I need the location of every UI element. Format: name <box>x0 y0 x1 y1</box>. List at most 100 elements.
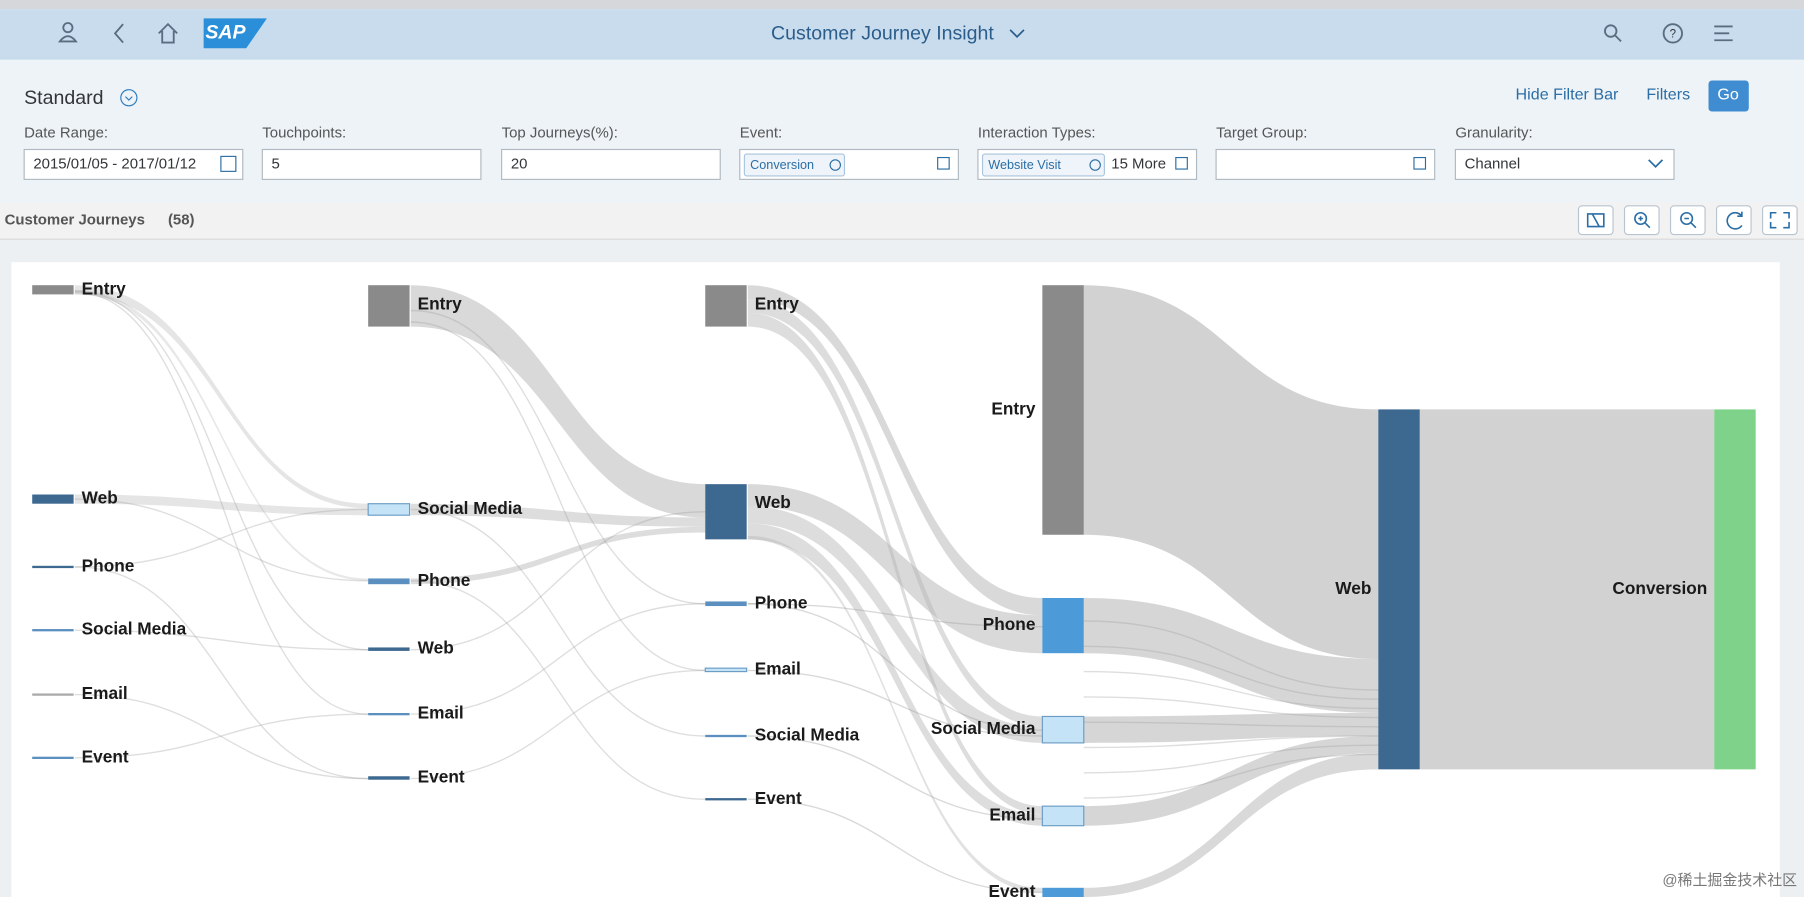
sankey-node[interactable] <box>1041 715 1085 744</box>
sankey-node[interactable] <box>705 484 747 540</box>
app-title[interactable]: Customer Journey Insight <box>771 23 994 45</box>
reset-button[interactable] <box>1715 205 1752 236</box>
sankey-node[interactable] <box>1042 887 1084 897</box>
sankey-link <box>747 523 1043 826</box>
sankey-node[interactable] <box>705 798 747 801</box>
zoom-out-button[interactable] <box>1669 205 1706 236</box>
watermark: @稀土掘金技术社区 <box>1662 872 1797 889</box>
sankey-link <box>1083 713 1379 743</box>
sankey-link <box>410 503 706 527</box>
token-remove[interactable] <box>829 159 842 171</box>
sankey-node[interactable] <box>32 693 74 696</box>
sankey-node[interactable] <box>1042 285 1084 535</box>
sankey-node[interactable] <box>32 756 74 759</box>
zoom-in-plus <box>1638 216 1651 229</box>
sankey-link <box>1083 753 1379 897</box>
sankey-link-thin <box>1083 620 1379 691</box>
fullscreen-button[interactable] <box>1762 205 1798 236</box>
sankey-node[interactable] <box>1378 409 1420 770</box>
sankey-link-thin <box>1083 721 1379 728</box>
value-help-icon[interactable] <box>937 156 950 170</box>
token-text: Conversion <box>750 158 814 172</box>
sankey-node[interactable] <box>368 647 410 651</box>
field-label: Touchpoints: <box>262 124 346 141</box>
sankey-node-label: Web <box>1335 578 1371 598</box>
calendar-icon[interactable] <box>220 155 237 172</box>
token-more[interactable]: 15 More <box>1111 155 1166 172</box>
sankey-node-label: Email <box>82 683 128 703</box>
go-button[interactable] <box>1708 80 1749 112</box>
sankey-node[interactable] <box>368 285 410 327</box>
sankey-node-label: Phone <box>82 556 135 576</box>
sankey-node[interactable] <box>368 578 410 585</box>
dropdown-icon[interactable] <box>1648 159 1664 168</box>
sankey-node[interactable] <box>1714 409 1756 770</box>
field-input[interactable] <box>23 148 244 180</box>
toolbar <box>1577 205 1798 236</box>
sankey-node[interactable] <box>705 734 747 738</box>
sankey-node[interactable] <box>367 503 411 516</box>
sankey-node[interactable] <box>1041 805 1085 827</box>
sankey-link <box>1083 736 1379 826</box>
variant-chevron <box>124 96 133 101</box>
legend-icon <box>1586 213 1605 228</box>
sap-logo[interactable] <box>203 18 267 49</box>
reset-icon <box>1726 211 1743 230</box>
shell-bar <box>0 9 1804 60</box>
value-help-icon[interactable] <box>1413 156 1427 170</box>
field-input[interactable] <box>1454 148 1675 180</box>
field-value: 20 <box>511 155 528 172</box>
menu-icon[interactable] <box>1714 25 1733 42</box>
sankey-link-thin <box>747 669 1043 737</box>
sankey-link-thin <box>410 603 706 715</box>
sankey-link-thin <box>1083 645 1379 700</box>
sankey-node-label: Entry <box>991 399 1036 419</box>
variant-dropdown[interactable] <box>120 89 138 107</box>
sankey-node[interactable] <box>368 713 410 716</box>
user-icon[interactable] <box>62 22 74 34</box>
sankey-links <box>74 285 1715 897</box>
sankey-link-thin <box>410 321 706 672</box>
sankey-node[interactable] <box>704 667 748 673</box>
back-icon[interactable] <box>113 23 124 44</box>
sankey-node[interactable] <box>1042 598 1084 654</box>
sankey-node-label: Phone <box>755 592 808 612</box>
sankey-node[interactable] <box>32 494 74 504</box>
sankey-link <box>747 484 1043 654</box>
sankey-link-thin <box>74 291 369 715</box>
sankey-node[interactable] <box>705 601 747 607</box>
sankey-node[interactable] <box>32 285 74 295</box>
filter-fields: Date Range: 2015/01/05 - 2017/01/12 Touchp… <box>23 124 1675 180</box>
token-remove[interactable] <box>1089 159 1101 171</box>
zoom-in-button[interactable] <box>1623 205 1660 236</box>
filter-action[interactable]: Hide Filter Bar <box>1516 86 1620 104</box>
field-input[interactable] <box>1215 148 1436 180</box>
sankey-node-label: Social Media <box>82 619 187 639</box>
field-input[interactable] <box>501 148 721 180</box>
field-value: 5 <box>272 155 280 172</box>
field-input[interactable] <box>261 148 482 180</box>
help-icon[interactable] <box>1662 23 1683 44</box>
value-help-icon[interactable] <box>1175 156 1188 170</box>
filter-action[interactable]: Filters <box>1646 86 1690 104</box>
sankey-node[interactable] <box>32 629 74 632</box>
zoom-out-icon <box>1680 211 1694 226</box>
title-dropdown[interactable] <box>1009 29 1025 39</box>
toolbar-icons <box>1586 211 1790 230</box>
sankey-node-label: Email <box>755 658 801 678</box>
shell-icons <box>57 22 1733 44</box>
field-label: Interaction Types: <box>978 124 1096 141</box>
search-icon[interactable] <box>1604 24 1618 38</box>
variant-name[interactable]: Standard <box>24 87 103 109</box>
sankey-node[interactable] <box>32 565 74 569</box>
sankey-link-thin <box>410 580 706 800</box>
token <box>981 153 1105 177</box>
help-mark: ? <box>1670 29 1676 41</box>
sankey-link-thin <box>410 508 706 737</box>
sankey-node-label: Entry <box>82 278 127 298</box>
go-label[interactable]: Go <box>1717 86 1739 104</box>
sankey-node[interactable] <box>368 776 410 780</box>
sankey-node[interactable] <box>705 285 747 327</box>
home-icon[interactable] <box>158 22 178 44</box>
